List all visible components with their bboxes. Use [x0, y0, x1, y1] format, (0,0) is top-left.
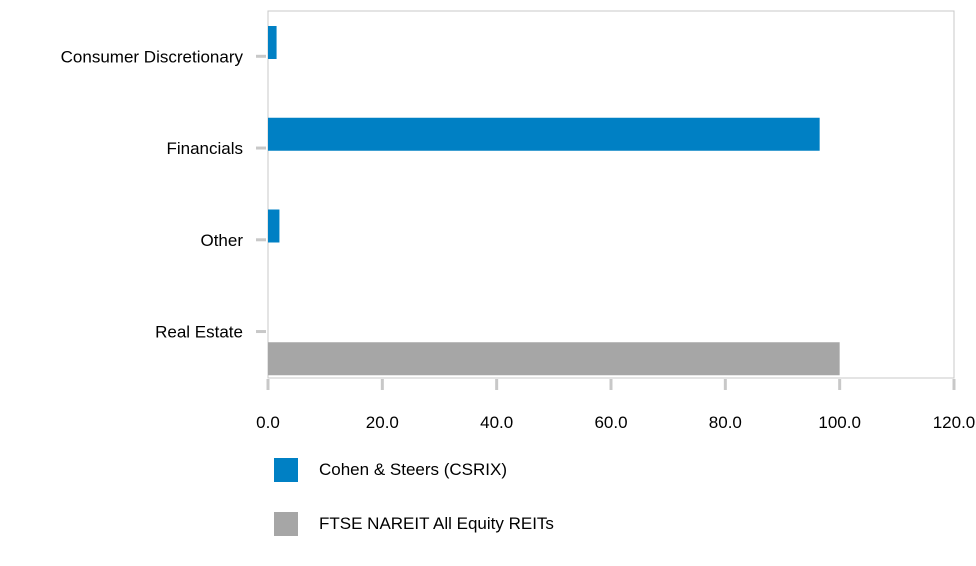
category-label-financials: Financials [166, 139, 243, 158]
category-label-consumer-discretionary: Consumer Discretionary [61, 47, 244, 66]
bar-chart: Consumer Discretionary Financials Other Rea… [61, 10, 975, 432]
legend-label-cohen-steers: Cohen & Steers (CSRIX) [319, 460, 508, 479]
y-axis-ticks [256, 54, 266, 334]
x-tick-label-2: 40.0 [480, 413, 513, 432]
x-axis-ticks [266, 379, 956, 390]
bar-cohen-steers-csrix-financials [268, 117, 820, 151]
legend-swatch-ftse-nareit [274, 512, 298, 536]
legend-label-ftse-nareit: FTSE NAREIT All Equity REITs [319, 514, 554, 533]
bar-ftse-nareit-all-equity-reits-real-estate [268, 342, 840, 376]
x-tick-label-4: 80.0 [709, 413, 742, 432]
plot-area-frame [267, 10, 955, 379]
x-tick-label-0: 0.0 [256, 413, 280, 432]
category-labels: Consumer Discretionary Financials Other Rea… [61, 47, 244, 341]
category-label-real-estate: Real Estate [155, 323, 243, 342]
x-tick-label-1: 20.0 [366, 413, 399, 432]
x-tick-label-6: 120.0 [933, 413, 976, 432]
category-label-other: Other [200, 231, 243, 250]
x-tick-labels: 0.0 20.0 40.0 60.0 80.0 100.0 120.0 [256, 413, 975, 432]
x-tick-label-5: 100.0 [818, 413, 861, 432]
bar-cohen-steers-csrix-consumer-discretionary [268, 26, 277, 59]
bars [268, 26, 840, 376]
x-tick-label-3: 60.0 [594, 413, 627, 432]
bar-cohen-steers-csrix-other [268, 209, 280, 243]
legend-swatch-cohen-steers [274, 458, 298, 482]
